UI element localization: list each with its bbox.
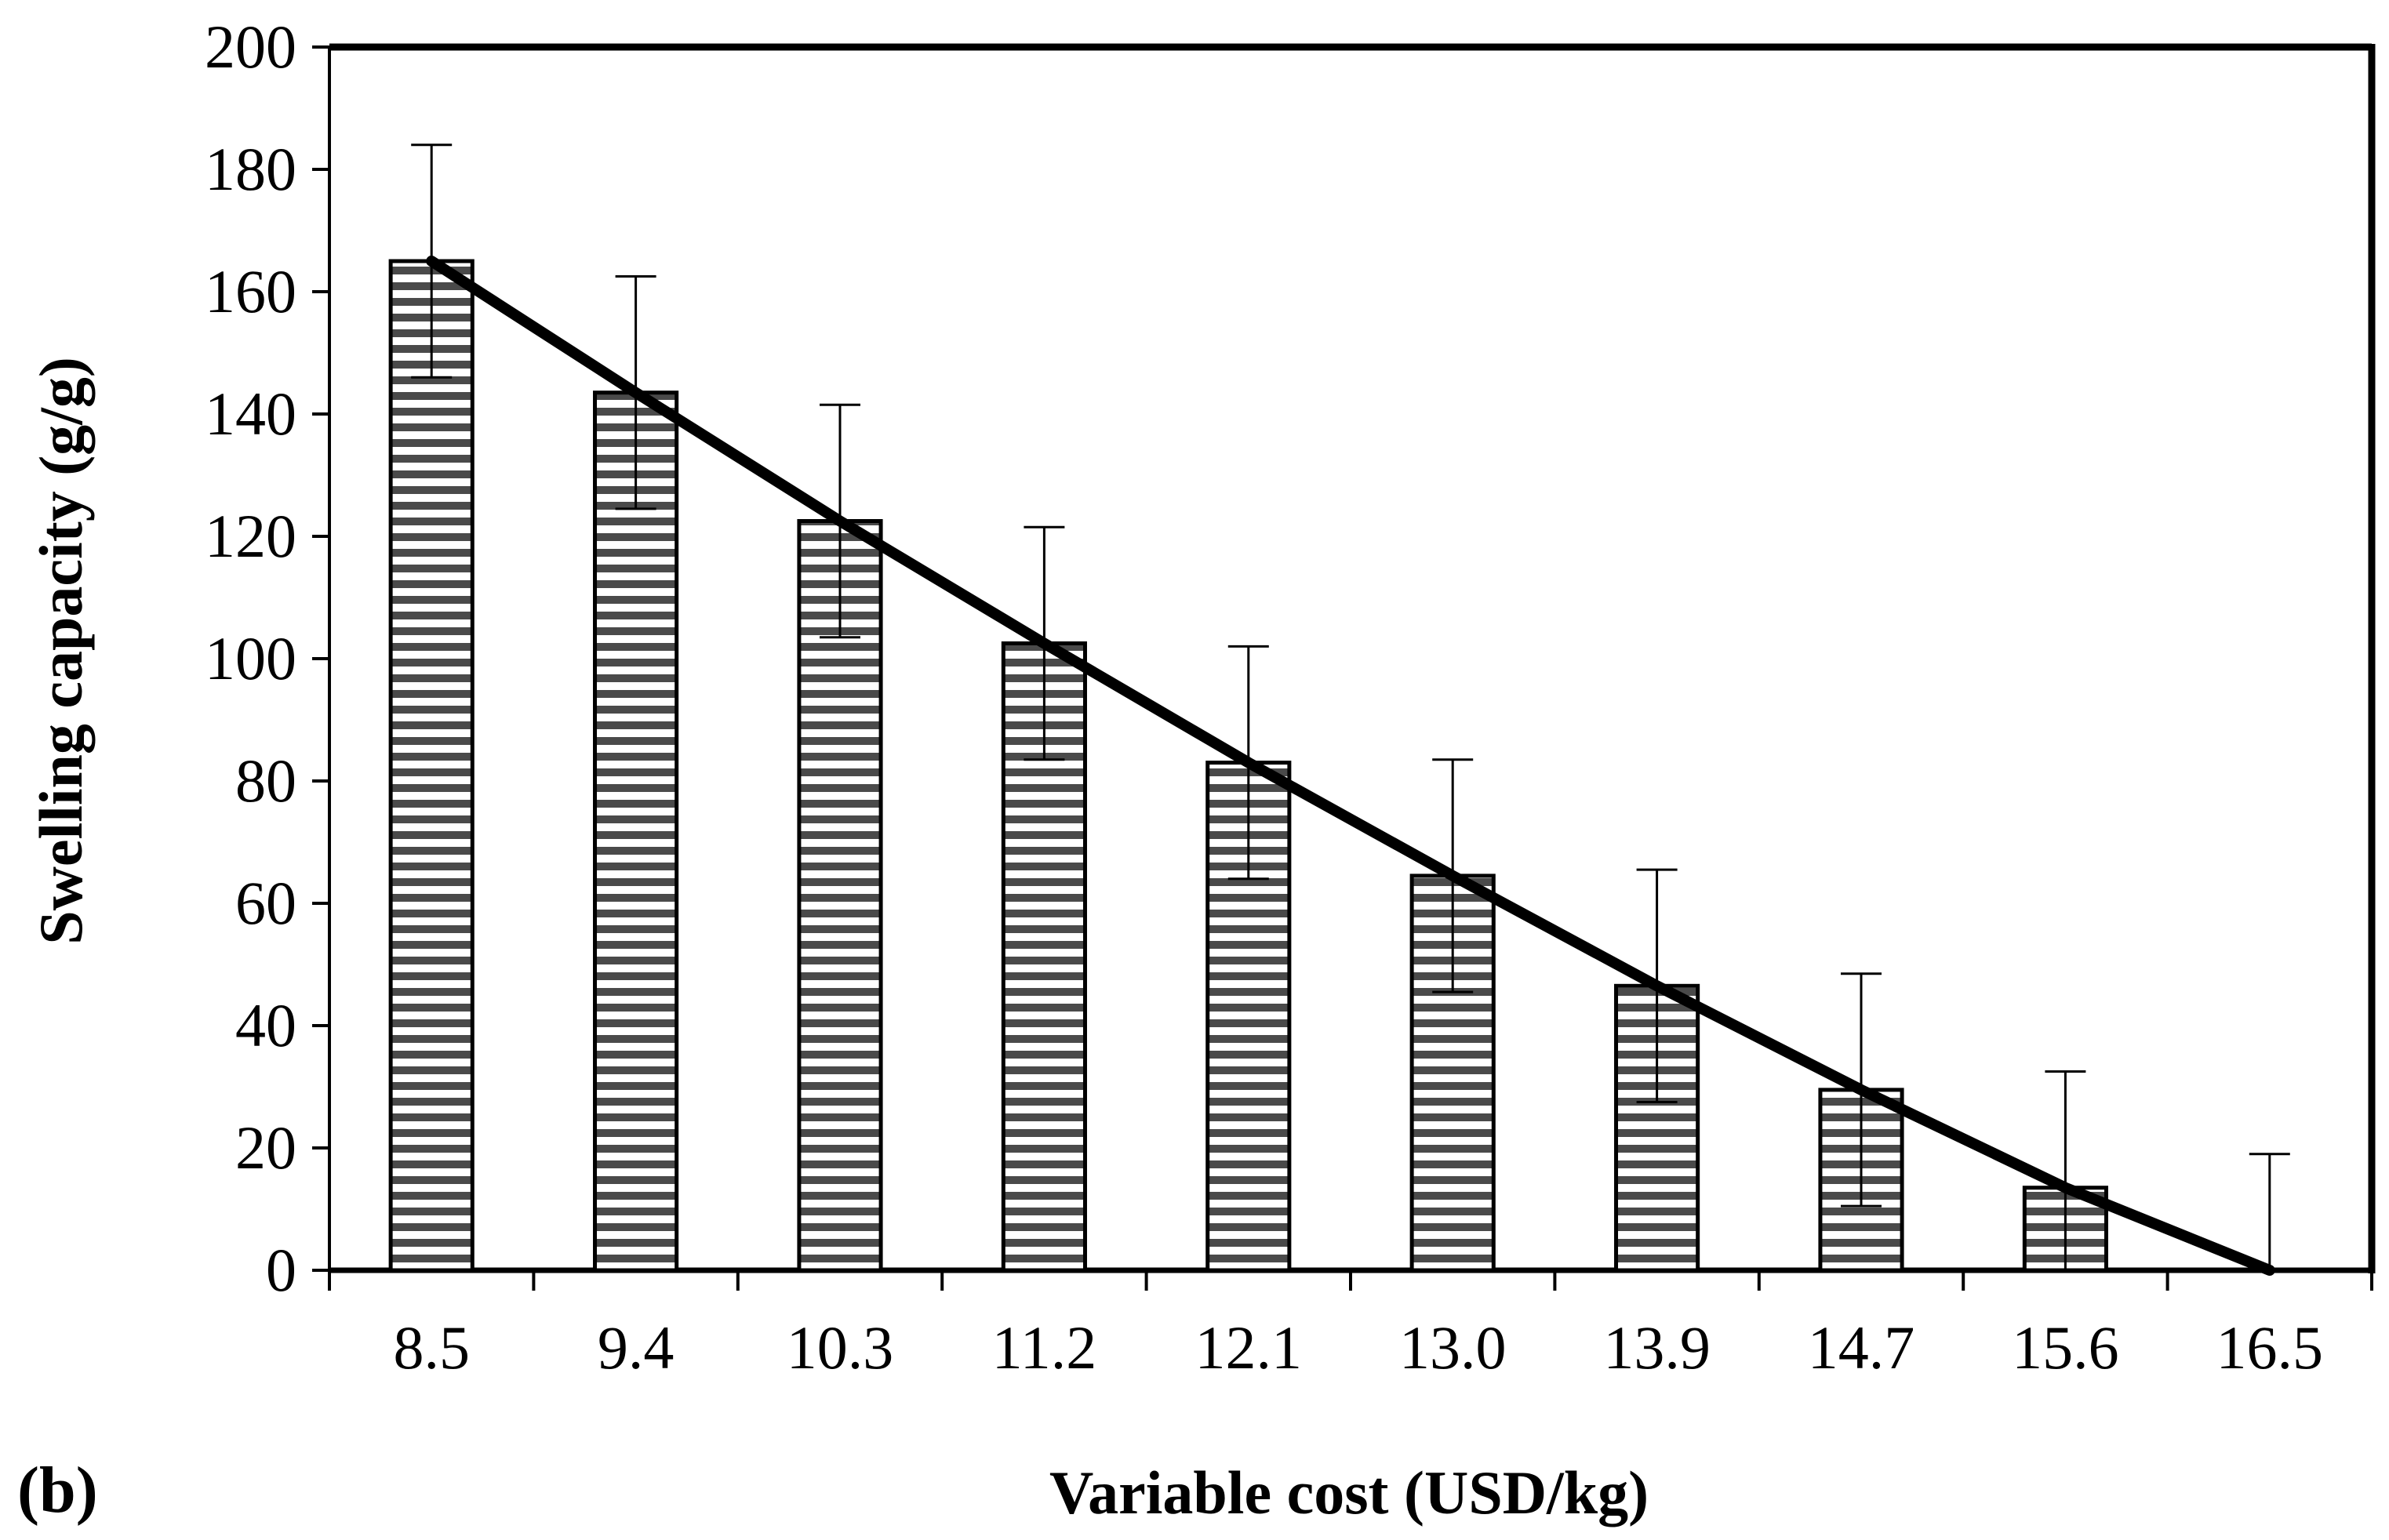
y-axis: 0 20 40 60 80 100 120 140 160 180 200 (205, 13, 331, 1304)
x-tick-label: 14.7 (1808, 1313, 1915, 1382)
x-axis: 8.5 9.4 10.3 11.2 12.1 13.0 13.9 14.7 15.6 16.5 (328, 1267, 2373, 1382)
bar (388, 259, 475, 1273)
x-tick-label: 10.3 (787, 1313, 894, 1382)
y-tick-label: 40 (235, 991, 296, 1059)
y-tick-label: 180 (205, 135, 296, 203)
y-tick-label: 80 (235, 746, 296, 815)
panel-label: (b) (17, 1454, 98, 1527)
y-tick-label: 140 (205, 380, 296, 448)
plot-frame (329, 43, 2376, 1273)
x-tick-label: 12.1 (1195, 1313, 1303, 1382)
x-tick-label: 11.2 (992, 1313, 1097, 1382)
y-tick-label: 120 (205, 502, 296, 570)
y-tick-label: 200 (205, 13, 296, 81)
x-tick-label: 13.0 (1399, 1313, 1507, 1382)
x-axis-title: Variable cost (USD/kg) (1049, 1458, 1649, 1527)
x-tick-label: 9.4 (598, 1313, 675, 1382)
y-tick-label: 60 (235, 869, 296, 937)
bar (593, 390, 679, 1273)
trendline (426, 256, 2275, 1276)
y-tick-label: 0 (266, 1236, 296, 1304)
bars (388, 259, 2108, 1273)
bar (797, 519, 883, 1273)
y-tick-label: 160 (205, 257, 296, 325)
y-axis-title: Swelling capacity (g/g) (27, 357, 95, 945)
error-bars (411, 143, 2290, 1272)
y-tick-label: 20 (235, 1113, 296, 1182)
x-tick-label: 16.5 (2216, 1313, 2324, 1382)
x-tick-label: 8.5 (393, 1313, 470, 1382)
x-tick-label: 13.9 (1603, 1313, 1711, 1382)
bar (1614, 983, 1700, 1273)
trendline-path (426, 256, 2275, 1276)
x-tick-label: 15.6 (2012, 1313, 2119, 1382)
y-tick-label: 100 (205, 624, 296, 692)
